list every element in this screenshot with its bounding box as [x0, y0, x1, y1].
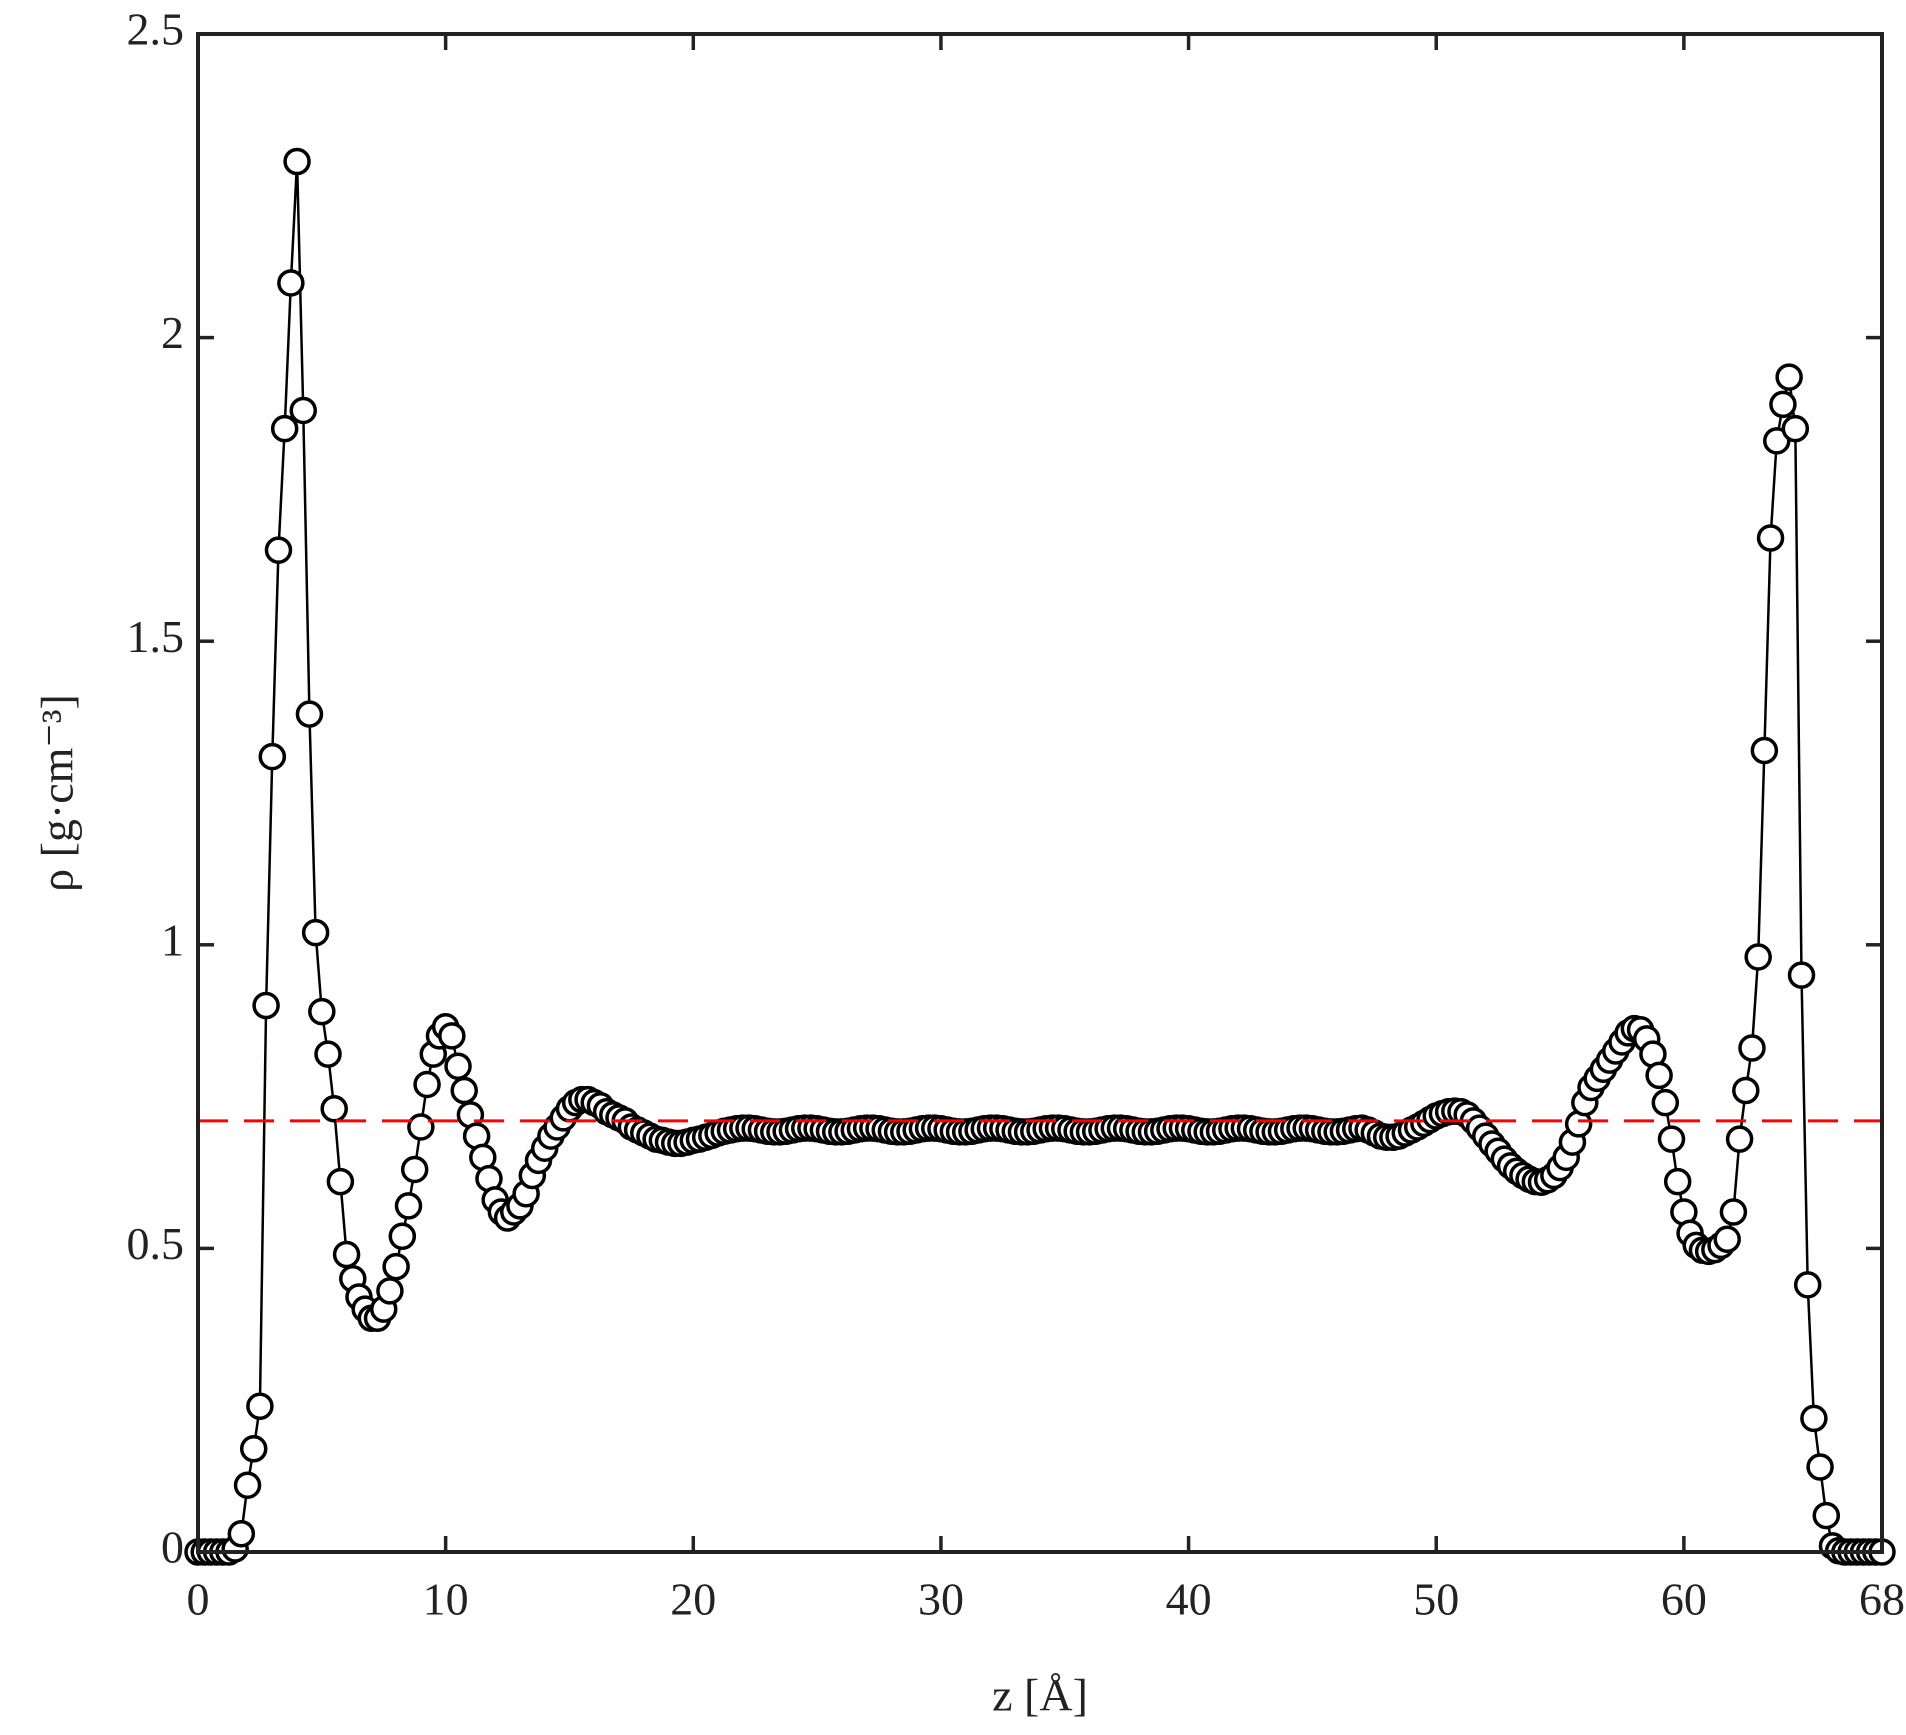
data-point	[332, 1240, 361, 1269]
data-point	[1732, 1076, 1760, 1105]
plot-frame	[196, 32, 1884, 1554]
data-point	[264, 536, 293, 564]
data-point	[438, 1022, 466, 1050]
data-point	[1744, 943, 1772, 971]
data-point	[227, 1520, 256, 1548]
data-point	[1800, 1404, 1828, 1433]
data-point	[1756, 524, 1785, 552]
x-tick-label: 10	[423, 1574, 469, 1625]
data-point	[233, 1471, 262, 1499]
x-tick-label: 50	[1413, 1574, 1459, 1625]
data-point	[1663, 1167, 1692, 1196]
data-point	[413, 1070, 441, 1099]
data-point	[394, 1192, 423, 1220]
y-tick-label: 1	[161, 914, 184, 965]
data-point	[277, 269, 305, 297]
data-point	[320, 1094, 348, 1123]
x-tick-label: 60	[1661, 1574, 1707, 1625]
data-point	[1738, 1034, 1766, 1062]
data-point	[1812, 1501, 1841, 1530]
data-point	[407, 1113, 435, 1141]
data-point	[295, 700, 324, 728]
data-point	[239, 1435, 268, 1463]
data-point	[301, 918, 330, 947]
data-point	[388, 1222, 417, 1251]
data-point	[314, 1040, 342, 1068]
data-point	[289, 396, 317, 425]
data-point	[1651, 1088, 1680, 1117]
data-line	[198, 161, 1882, 1554]
y-tick-label: 0.5	[127, 1218, 185, 1269]
x-tick-label: 0	[187, 1574, 210, 1625]
data-point	[252, 991, 280, 1020]
data-point	[246, 1392, 274, 1421]
y-tick-label: 2.5	[127, 4, 185, 55]
data-point	[1725, 1125, 1754, 1153]
data-point	[1787, 961, 1816, 989]
y-tick-label: 1.5	[127, 611, 185, 662]
x-tick-label: 40	[1166, 1574, 1212, 1625]
y-axis-label: ρ [g·cm⁻³]	[32, 694, 83, 892]
data-point	[1750, 736, 1779, 765]
x-tick-label: 20	[670, 1574, 716, 1625]
data-point	[450, 1076, 478, 1105]
y-tick-label: 0	[161, 1522, 184, 1573]
data-point	[444, 1052, 472, 1080]
data-point	[1657, 1125, 1686, 1153]
data-point	[1713, 1225, 1741, 1254]
data-point	[270, 414, 299, 443]
data-point	[1806, 1453, 1834, 1481]
x-tick-label: 68	[1859, 1574, 1905, 1625]
data-point	[382, 1252, 410, 1281]
data-point	[1763, 427, 1791, 455]
x-tick-label: 30	[918, 1574, 964, 1625]
data-point	[1781, 414, 1810, 443]
y-tick-label: 2	[161, 307, 184, 358]
data-point	[1719, 1198, 1748, 1226]
data-point	[1769, 390, 1797, 419]
data-point	[376, 1277, 404, 1305]
data-point	[326, 1167, 355, 1196]
data-point	[283, 147, 311, 176]
data-point	[1645, 1061, 1673, 1090]
data-point	[308, 997, 336, 1026]
data-point	[1793, 1271, 1822, 1299]
data-point	[400, 1155, 429, 1184]
data-point	[1775, 363, 1803, 391]
data-point	[258, 742, 287, 771]
x-axis-label: z [Å]	[992, 1670, 1088, 1721]
